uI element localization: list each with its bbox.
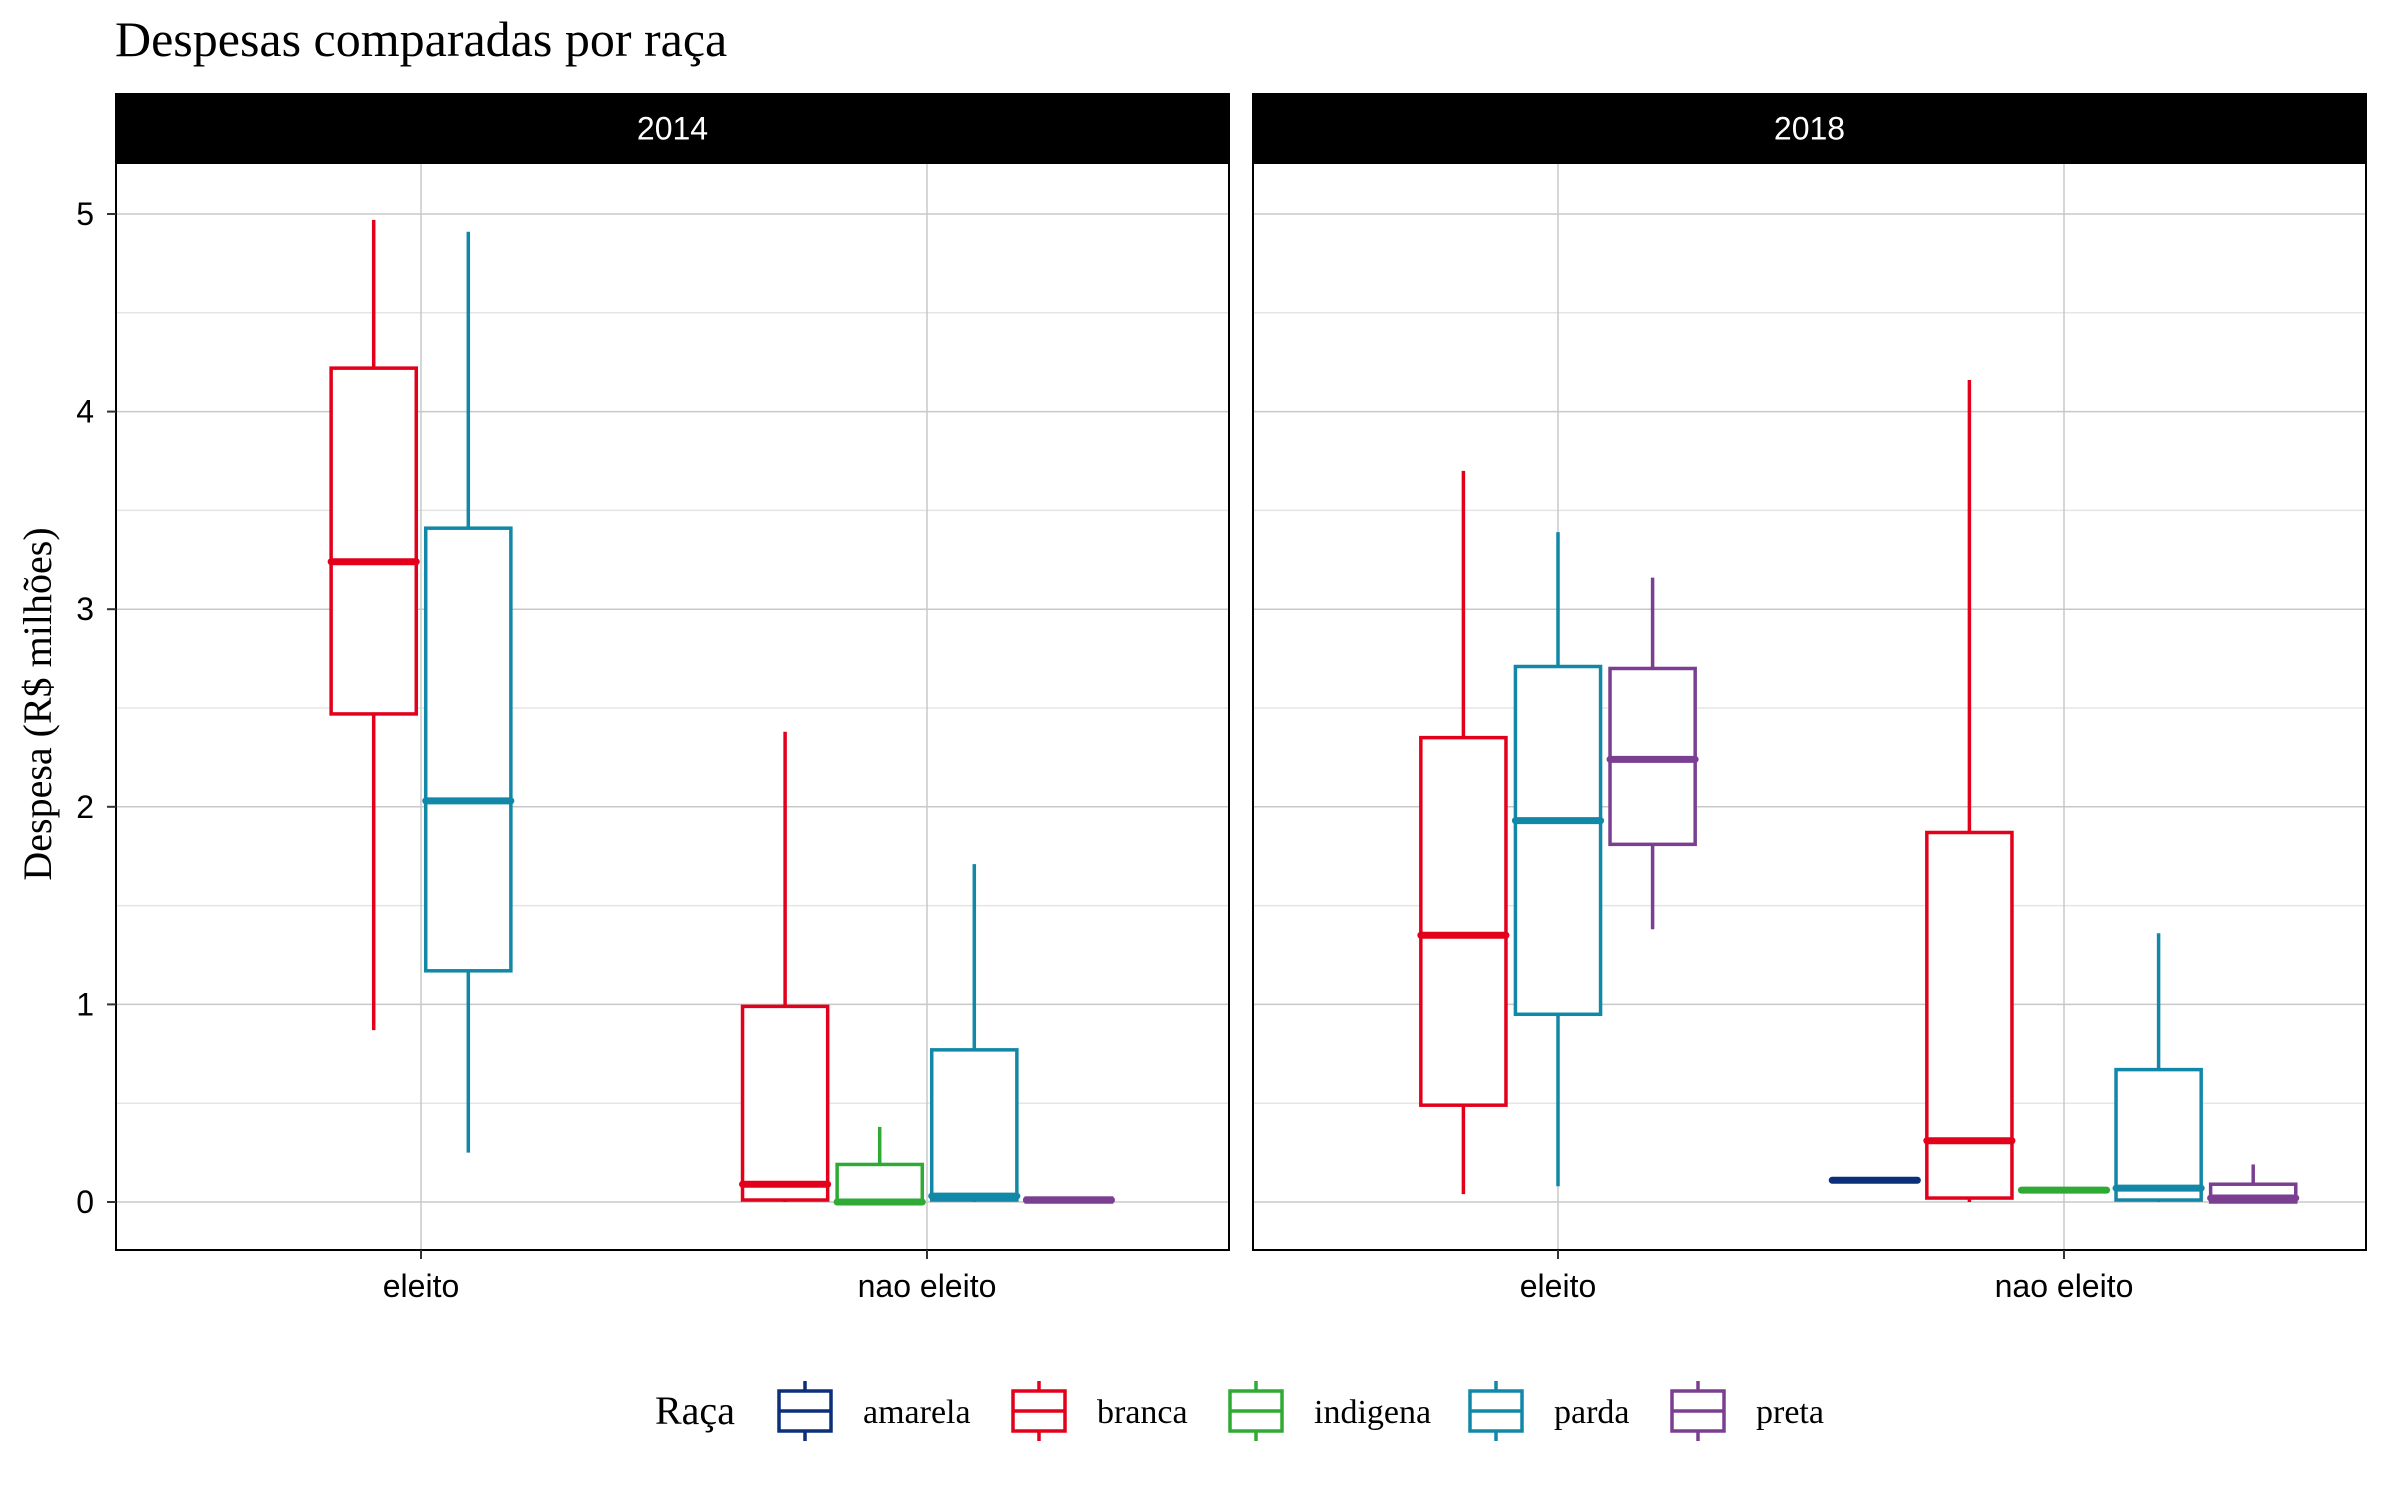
- legend-label: preta: [1756, 1394, 1824, 1431]
- y-tick-label: 2: [76, 789, 94, 825]
- boxplot-indigena-nao-eleito: [833, 1126, 926, 1206]
- facet-panel-2018: 2018 eleito nao eleito: [1252, 93, 2367, 1304]
- chart-title: Despesas comparadas por raça: [115, 11, 727, 67]
- boxplot-preta-nao-eleito: [1022, 1196, 1115, 1204]
- legend-label: amarela: [863, 1394, 971, 1431]
- legend-label: indigena: [1314, 1394, 1431, 1431]
- boxplot-indigena-nao-eleito: [2017, 1186, 2111, 1194]
- box-iqr: [1513, 664, 1603, 1017]
- boxplot-amarela-nao-eleito: [1828, 1176, 1921, 1184]
- boxplot-branca-eleito: [1417, 470, 1510, 1195]
- x-tick-label: nao eleito: [858, 1268, 997, 1304]
- facet-strip: [116, 94, 1229, 163]
- box-iqr: [929, 1048, 1019, 1202]
- y-tick-label: 5: [76, 196, 94, 232]
- legend-item-parda: parda: [1468, 1381, 1630, 1441]
- y-axis-title-group: Despesa (R$ milhões): [15, 527, 60, 880]
- facet-strip-label: 2018: [1774, 111, 1845, 147]
- legend: Raça amarela branca indigena parda preta: [655, 1381, 1824, 1441]
- boxplot-preta-nao-eleito: [2207, 1164, 2300, 1204]
- boxplot-parda-nao-eleito: [928, 864, 1021, 1202]
- boxplot-parda-eleito: [1511, 532, 1605, 1187]
- legend-title: Raça: [655, 1388, 735, 1433]
- y-axis: 0 1 2 3 4 5: [76, 196, 116, 1220]
- legend-label: parda: [1554, 1394, 1630, 1431]
- y-tick-label: 1: [76, 986, 94, 1022]
- boxplot-branca-nao-eleito: [1923, 379, 2016, 1202]
- y-tick-label: 0: [76, 1184, 94, 1220]
- panel-border: [115, 93, 1230, 1251]
- y-axis-title: Despesa (R$ milhões): [15, 527, 60, 880]
- legend-item-amarela: amarela: [777, 1381, 971, 1441]
- box-iqr: [740, 1004, 830, 1202]
- y-tick-label: 4: [76, 394, 94, 430]
- facet-strip: [1253, 94, 2366, 163]
- boxplot-branca-eleito: [327, 219, 420, 1031]
- box-iqr: [2114, 1067, 2203, 1202]
- legend-item-preta: preta: [1670, 1381, 1824, 1441]
- box-iqr: [1925, 830, 2014, 1200]
- box-iqr: [329, 366, 419, 716]
- boxplot-branca-nao-eleito: [739, 731, 832, 1202]
- boxplot-parda-eleito: [422, 231, 515, 1153]
- y-tick-label: 3: [76, 591, 94, 627]
- box-iqr: [423, 526, 513, 973]
- facet-strip-label: 2014: [637, 111, 708, 147]
- box-iqr: [835, 1162, 925, 1204]
- legend-item-indigena: indigena: [1228, 1381, 1431, 1441]
- x-tick-label: nao eleito: [1995, 1268, 2134, 1304]
- legend-label: branca: [1097, 1394, 1188, 1431]
- facet-panel-2014: 2014 eleito nao eleito: [115, 93, 1230, 1304]
- boxplot-preta-eleito: [1606, 577, 1699, 930]
- panel-border: [1252, 93, 2367, 1251]
- box-iqr: [1419, 735, 1508, 1107]
- boxplot-parda-nao-eleito: [2112, 933, 2205, 1202]
- x-tick-label: eleito: [383, 1268, 460, 1304]
- legend-item-branca: branca: [1011, 1381, 1188, 1441]
- x-tick-label: eleito: [1520, 1268, 1597, 1304]
